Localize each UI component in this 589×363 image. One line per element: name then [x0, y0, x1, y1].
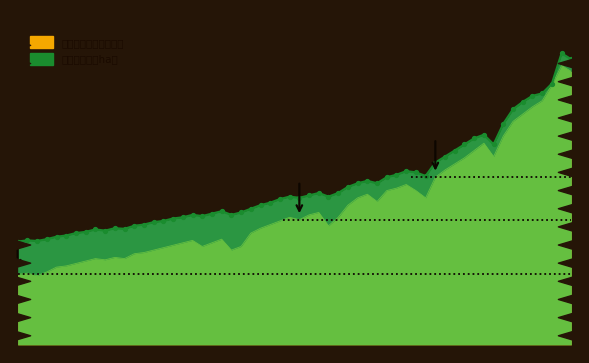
- Legend: 穀物生産量（万トン）, 収穫面積（万ha）: 穀物生産量（万トン）, 収穫面積（万ha）: [28, 34, 126, 67]
